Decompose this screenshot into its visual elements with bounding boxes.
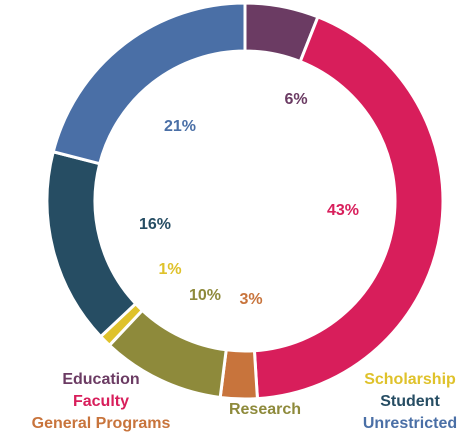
donut-segment — [252, 14, 445, 401]
donut-segment — [45, 149, 138, 339]
legend-entry: Research — [229, 401, 301, 418]
data-label: 43% — [327, 202, 359, 219]
legend-entry: Scholarship — [364, 371, 456, 388]
data-label: 21% — [164, 118, 196, 135]
data-label: 10% — [189, 287, 221, 304]
donut-segment — [51, 1, 247, 166]
data-label: 1% — [158, 261, 181, 278]
legend-entry: Faculty — [73, 393, 129, 410]
data-label: 3% — [239, 291, 262, 308]
data-label: 16% — [139, 216, 171, 233]
legend-entry: Unrestricted — [363, 415, 457, 432]
legend-entry: General Programs — [32, 415, 171, 432]
legend-entry: Education — [62, 371, 139, 388]
legend-entry: Student — [380, 393, 440, 410]
data-label: 6% — [284, 91, 307, 108]
